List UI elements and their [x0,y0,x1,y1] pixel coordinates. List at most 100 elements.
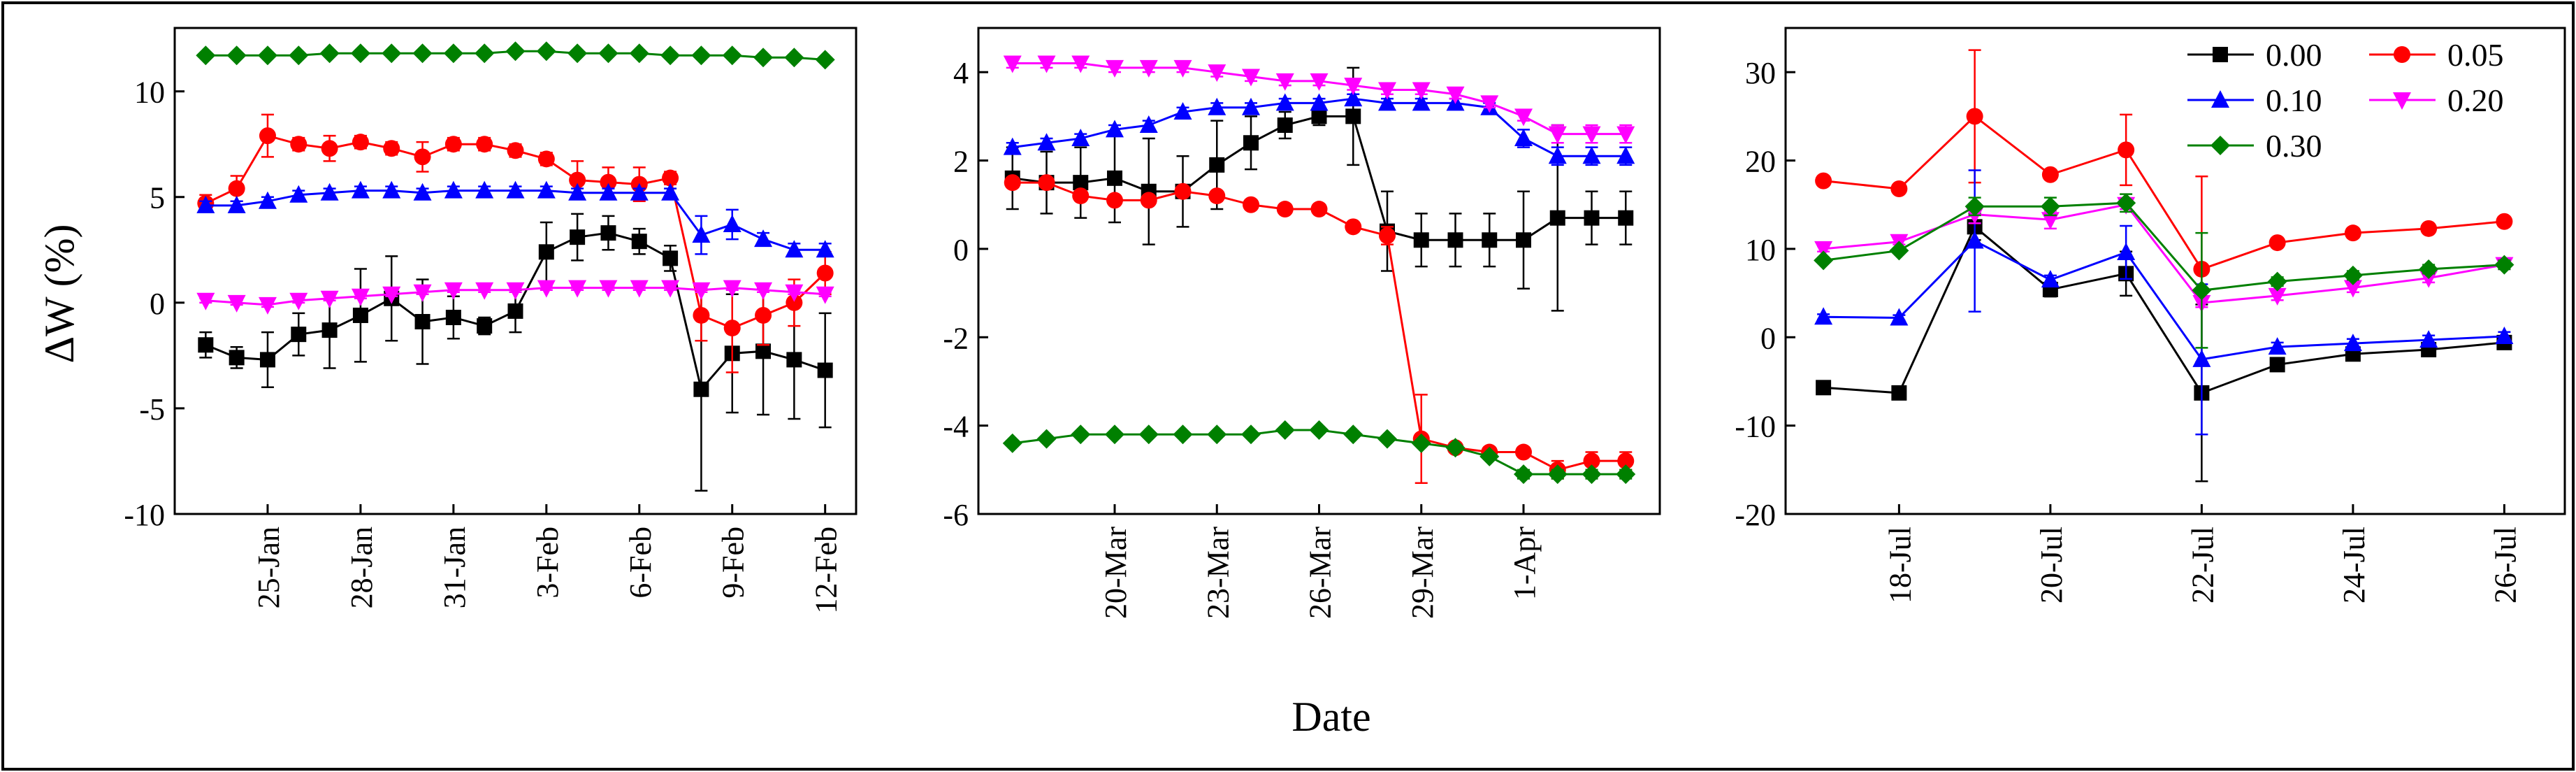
data-point [445,309,461,325]
data-point [382,43,402,64]
y-tick-label: -5 [139,392,165,427]
data-point [196,45,216,66]
data-point [1071,128,1090,146]
data-point [507,142,524,159]
data-point [506,180,525,199]
data-point [1275,420,1295,440]
data-point [413,183,432,201]
data-point [444,180,463,199]
data-point [1243,135,1259,151]
data-point [786,352,802,368]
data-point [1345,108,1361,124]
data-point [1003,137,1022,155]
data-point [692,282,711,300]
panel-1: -10 -5 0 5 10 25-Jan 28-Jan 31-Jan 3-Feb 6-Feb 9-F… [124,27,858,614]
data-point [1547,464,1568,485]
x-tick-label: 12-Feb [809,527,844,614]
data-point [1004,174,1021,192]
data-point [599,183,618,201]
data-point [815,50,835,70]
data-point [1582,126,1601,144]
series-0.30 [196,41,835,70]
data-point [2116,193,2136,213]
data-point [630,183,649,201]
data-point [661,280,680,298]
y-tick-label: 20 [1745,145,1776,179]
data-point [321,322,338,338]
data-point [1479,446,1500,466]
data-point [1378,93,1396,111]
data-point [1447,232,1463,248]
data-point [1036,429,1057,449]
data-point [2269,234,2286,252]
data-point [1514,128,1533,146]
y-tick-label: 2 [953,145,969,179]
panel-3: -20 -10 0 10 20 30 18-Jul 20-Jul 22-Jul 24-Jul 26-… [1735,27,2566,603]
data-point [816,286,834,304]
data-point [722,45,742,66]
data-point [1003,55,1022,73]
data-point [1071,424,1091,445]
data-point [1107,170,1122,186]
data-point [352,134,369,151]
data-point [537,150,555,168]
data-point [1072,187,1090,205]
data-point [290,136,307,153]
series-0.20 [1003,55,1635,144]
data-point [569,171,586,189]
data-point [816,240,834,258]
x-tick-label: 26-Jul [2488,527,2522,603]
data-point [382,180,401,199]
data-point [2343,280,2362,298]
legend-label: 0.00 [2266,37,2322,73]
x-tick-label: 9-Feb [716,527,751,599]
data-point [258,191,277,209]
data-point [2268,287,2287,306]
data-point [1379,227,1396,244]
data-point [382,286,401,304]
legend-entry-0.30: 0.30 [2187,128,2322,164]
data-point [662,169,679,187]
legend-marker [2393,92,2411,110]
data-point [663,250,679,266]
data-point [1965,231,1984,249]
data-point [755,306,772,324]
data-point [661,183,680,201]
data-point [289,45,309,66]
data-point [2343,334,2362,352]
y-tick-label: 10 [1745,233,1776,267]
data-point [2343,265,2363,285]
data-point [1616,126,1635,144]
data-point [319,43,340,64]
x-tick-label: 1-Apr [1507,527,1542,600]
series-0.30 [1814,193,2515,349]
data-point [2419,330,2438,348]
series-0.05 [197,113,834,373]
data-point [1890,308,1909,326]
data-point [816,264,834,282]
data-point [1276,201,1294,218]
legend-marker [2211,90,2229,108]
legend-marker [2394,46,2410,63]
data-point [1071,55,1090,73]
data-point [1814,241,1833,259]
data-point [538,244,554,260]
data-point [444,282,463,300]
series-0.10 [1003,89,1635,166]
data-point [567,43,588,64]
data-point [1514,108,1533,127]
data-point [1106,120,1124,138]
data-point [414,148,431,166]
x-tick-label: 31-Jan [437,527,472,608]
data-point [2041,166,2059,183]
data-point [2495,327,2514,345]
data-point [1173,59,1192,78]
data-point [506,282,525,300]
data-point [196,195,215,213]
legend-marker [2213,47,2228,62]
series-line [1823,239,2505,361]
series-0.30 [1002,420,1636,485]
data-point [291,327,307,343]
data-point [1106,192,1123,209]
